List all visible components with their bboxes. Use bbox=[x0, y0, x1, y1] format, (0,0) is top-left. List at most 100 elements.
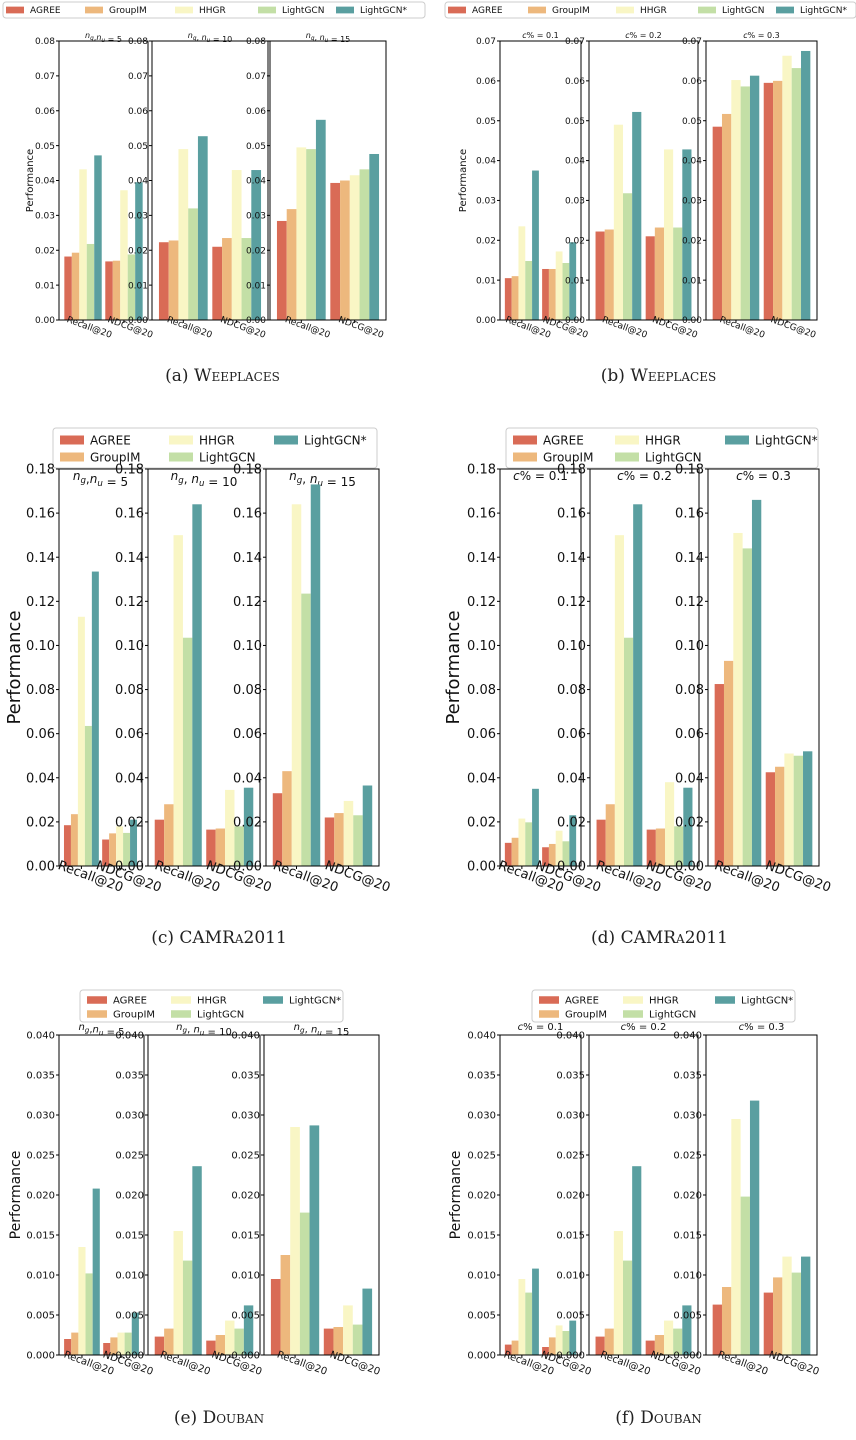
legend-swatch bbox=[776, 6, 794, 14]
bar-agree bbox=[763, 1292, 774, 1355]
y-tick-label: 0.025 bbox=[231, 1151, 260, 1162]
bar-lightgcn-star bbox=[131, 1312, 139, 1355]
y-tick-label: 0.03 bbox=[682, 197, 702, 207]
y-tick-label: 0.05 bbox=[565, 117, 585, 127]
y-tick-label: 0.01 bbox=[246, 281, 266, 291]
y-tick-label: 0.06 bbox=[35, 107, 55, 117]
y-tick-label: 0.02 bbox=[115, 815, 144, 830]
y-tick-label: 0.02 bbox=[35, 246, 55, 256]
bar-lightgcn-star bbox=[803, 751, 813, 866]
bar-lightgcn bbox=[791, 1272, 802, 1355]
bar-lightgcn-star bbox=[369, 153, 380, 320]
y-tick-label: 0.01 bbox=[565, 276, 585, 286]
y-tick-label: 0.010 bbox=[467, 1271, 496, 1282]
bar-agree bbox=[206, 829, 216, 866]
bar-hhgr bbox=[518, 1279, 526, 1355]
bar-lightgcn-star bbox=[192, 504, 202, 866]
panel-2: ng, nu = 10 0.00 0.02 0.04 0.06 0.08 0.10 0.12 0… bbox=[115, 463, 273, 896]
y-tick-label: 0.015 bbox=[673, 1231, 702, 1242]
legend-label: GroupIM bbox=[543, 450, 593, 464]
y-tick-label: 0.03 bbox=[128, 212, 148, 222]
legend-swatch bbox=[263, 996, 283, 1004]
y-tick-label: 0.12 bbox=[233, 595, 262, 610]
panel-title: c% = 0.1 bbox=[518, 1022, 564, 1033]
legend-label: HHGR bbox=[199, 433, 235, 447]
y-tick-label: 0.12 bbox=[115, 595, 144, 610]
panel-title: ng,nu = 5 bbox=[73, 469, 128, 489]
y-tick-label: 0.06 bbox=[682, 77, 702, 87]
y-tick-label: 0.08 bbox=[35, 37, 55, 47]
bar-groupim bbox=[548, 268, 556, 320]
y-tick-label: 0.06 bbox=[675, 727, 704, 742]
legend-swatch bbox=[258, 6, 276, 14]
y-tick-label: 0.05 bbox=[246, 142, 266, 152]
bar-lightgcn-star bbox=[362, 785, 373, 866]
bar-lightgcn bbox=[234, 1328, 244, 1355]
y-tick-label: 0.12 bbox=[675, 595, 704, 610]
chart-d: AGREE GroupIM HHGR LightGCN LightGCN* Perform… bbox=[443, 427, 833, 948]
bar-lightgcn bbox=[124, 1332, 132, 1355]
legend-swatch bbox=[715, 996, 735, 1004]
bar-lightgcn bbox=[234, 826, 244, 866]
legend-swatch bbox=[448, 6, 466, 14]
bar-groupim bbox=[71, 252, 80, 320]
bar-hhgr bbox=[664, 782, 675, 866]
y-tick-label: 0.035 bbox=[556, 1071, 585, 1082]
panel-title: c% = 0.2 bbox=[617, 469, 672, 483]
y-tick-label: 0.010 bbox=[673, 1271, 702, 1282]
y-tick-label: 0.08 bbox=[675, 683, 704, 698]
bar-agree bbox=[330, 182, 341, 320]
legend-swatch bbox=[60, 435, 84, 445]
bar-lightgcn bbox=[241, 238, 252, 320]
bar-agree bbox=[154, 819, 165, 866]
panel-title: c% = 0.2 bbox=[625, 31, 662, 40]
bar-agree bbox=[158, 242, 169, 320]
y-tick-label: 0.10 bbox=[557, 639, 586, 654]
bar-groupim bbox=[164, 1328, 174, 1355]
bar-agree bbox=[212, 246, 223, 320]
y-tick-label: 0.08 bbox=[246, 37, 266, 47]
bar-groupim bbox=[70, 814, 78, 866]
bar-hhgr bbox=[613, 124, 624, 320]
bar-groupim bbox=[280, 1255, 291, 1355]
y-tick-label: 0.02 bbox=[476, 236, 496, 246]
legend-label: AGREE bbox=[90, 433, 131, 447]
bar-lightgcn bbox=[742, 548, 752, 866]
plot-frame bbox=[589, 468, 700, 867]
legend-swatch bbox=[623, 996, 643, 1004]
bar-hhgr bbox=[663, 1320, 674, 1355]
bar-groupim bbox=[548, 843, 556, 866]
legend-label: HHGR bbox=[199, 6, 226, 16]
y-axis-label: Performance bbox=[4, 610, 25, 724]
y-tick-label: 0.12 bbox=[467, 595, 496, 610]
y-tick-label: 0.00 bbox=[233, 860, 262, 875]
y-tick-label: 0.035 bbox=[231, 1071, 260, 1082]
bar-lightgcn bbox=[525, 822, 533, 866]
bar-lightgcn-star bbox=[94, 155, 102, 320]
plot-frame bbox=[58, 468, 143, 867]
bar-hhgr bbox=[78, 1247, 86, 1355]
bar-agree bbox=[714, 684, 724, 866]
bar-groupim bbox=[334, 813, 344, 866]
bar-hhgr bbox=[731, 80, 741, 320]
legend-swatch bbox=[87, 1010, 107, 1018]
y-tick-label: 0.18 bbox=[467, 463, 496, 478]
bar-lightgcn bbox=[740, 86, 750, 320]
figure-caption: (a) Weeplaces bbox=[165, 366, 280, 386]
y-tick-label: 0.07 bbox=[476, 37, 496, 47]
bar-hhgr bbox=[116, 826, 124, 866]
legend-label: LightGCN bbox=[199, 450, 256, 464]
panel-3: c% = 0.3 0.000 0.005 0.010 0.015 0.020 0.025 0.… bbox=[673, 1022, 820, 1378]
y-tick-label: 0.035 bbox=[467, 1071, 496, 1082]
y-tick-label: 0.06 bbox=[557, 727, 586, 742]
legend-label: HHGR bbox=[645, 433, 681, 447]
bar-groupim bbox=[112, 260, 121, 320]
panel-3: ng, nu = 15 0.00 0.02 0.04 0.06 0.08 0.10 0.12 0… bbox=[233, 463, 392, 896]
y-tick-label: 0.10 bbox=[26, 639, 55, 654]
y-tick-label: 0.00 bbox=[246, 316, 266, 326]
bar-lightgcn bbox=[182, 1260, 193, 1355]
bar-groupim bbox=[604, 1328, 614, 1355]
y-tick-label: 0.02 bbox=[557, 815, 586, 830]
y-tick-label: 0.08 bbox=[26, 683, 55, 698]
y-tick-label: 0.010 bbox=[26, 1271, 55, 1282]
